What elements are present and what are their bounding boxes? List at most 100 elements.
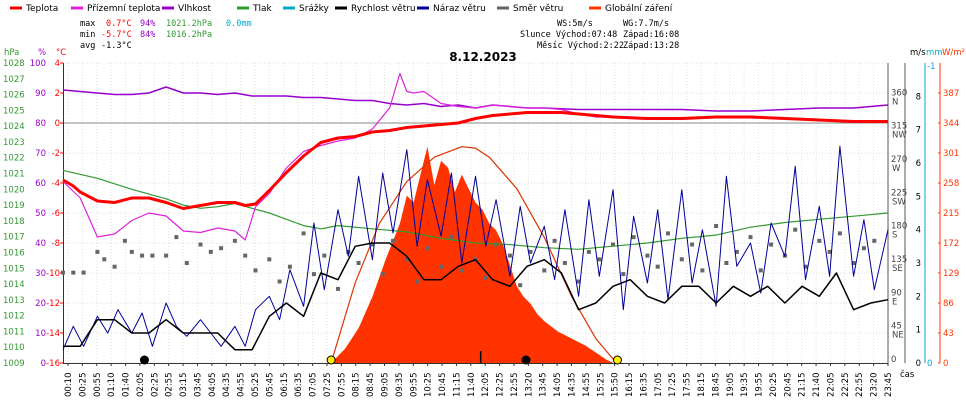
axes: hPa% °C m/s mm W/m²1009101010111012101310141… [3, 48, 965, 397]
wind-direction-point [301, 231, 306, 236]
max-press: 1021.2hPa [166, 19, 212, 29]
wm2-tick: 86 [943, 299, 954, 309]
wind-direction-point [243, 253, 248, 258]
c-tick: -2 [52, 149, 60, 159]
wind-direction-point [700, 268, 705, 273]
time-tick: 13:20 [524, 373, 534, 398]
time-tick: 11:15 [452, 373, 462, 398]
legend-label: Náraz větru [433, 4, 486, 14]
hpa-tick: 1023 [3, 138, 25, 148]
pct-tick: 20 [35, 299, 46, 309]
dir-tick: 45 [891, 322, 902, 332]
wind-direction-point [734, 249, 739, 254]
hpa-tick: 1016 [3, 248, 25, 258]
dir-tick: 0 [891, 355, 896, 365]
wg-text: WG:7.7m/s [623, 19, 669, 29]
wm2-tick: 258 [943, 179, 959, 189]
wm2-tick: 301 [943, 149, 959, 159]
min-press: 1016.2hPa [166, 30, 212, 40]
c-tick: 0 [55, 119, 60, 129]
wind-direction-point [404, 257, 409, 262]
wind-direction-point [150, 253, 155, 258]
time-tick: 02:25 [150, 373, 160, 398]
sunset-marker [612, 355, 622, 365]
temperature-line [62, 111, 888, 210]
wind-direction-point [277, 279, 282, 284]
wind-direction-point [174, 235, 179, 240]
time-tick: 12:55 [510, 373, 520, 398]
time-tick: 03:45 [193, 373, 203, 398]
time-tick: 00:10 [64, 373, 74, 398]
hpa-tick: 1028 [3, 59, 25, 69]
wind-direction-point [817, 238, 822, 243]
time-tick: 06:15 [280, 373, 290, 398]
wind-direction-point [542, 268, 547, 273]
wind-direction-point [724, 261, 729, 265]
time-tick: 14:35 [568, 373, 578, 398]
dir-tick: 180 [891, 222, 907, 232]
wm2-tick: 172 [943, 239, 959, 249]
dir-tick-label: NE [892, 331, 904, 341]
time-tick: 02:05 [136, 373, 146, 398]
time-tick: 04:35 [222, 373, 232, 398]
wind-direction-point [631, 235, 636, 240]
wind-direction-point [562, 261, 567, 265]
wind-direction-point [837, 231, 842, 236]
legend-label: Směr větru [513, 4, 563, 14]
wind-direction-point [872, 238, 877, 243]
time-tick: 10:25 [424, 373, 434, 398]
wind-direction-point [198, 242, 203, 247]
hpa-tick: 1015 [3, 264, 25, 274]
avg-temp: -1.3°C [101, 41, 132, 51]
hpa-tick: 1018 [3, 217, 25, 227]
time-tick: 07:25 [323, 373, 333, 398]
wind-direction-point [184, 261, 189, 265]
wind-direction-point [459, 268, 464, 273]
hpa-tick: 1019 [3, 201, 25, 211]
time-tick: 18:45 [711, 373, 721, 398]
time-tick: 14:55 [582, 373, 592, 398]
legend-label: Srážky [299, 4, 330, 14]
hpa-tick: 1013 [3, 296, 25, 306]
plot-area [61, 72, 889, 365]
wind-direction-point [439, 264, 444, 269]
legend-label: Globální záření [605, 4, 673, 14]
wm2-axis-label: W/m² [942, 48, 965, 58]
hpa-tick: 1027 [3, 75, 25, 85]
pct-tick: 100 [30, 59, 46, 69]
wind-direction-point [311, 272, 316, 277]
wm2-tick: 215 [943, 209, 959, 219]
dir-tick: 90 [891, 288, 902, 298]
dir-tick-label: SE [892, 264, 903, 274]
time-tick: 07:55 [337, 373, 347, 398]
wind-direction-point [827, 249, 832, 254]
time-tick: 17:55 [683, 373, 693, 398]
sun-set-text: Západ:16:08 [623, 30, 679, 40]
time-tick: 09:05 [380, 373, 390, 398]
time-tick: 18:15 [697, 373, 707, 398]
max-temp: 0.7°C [106, 19, 132, 29]
c-tick: -10 [46, 269, 60, 279]
mm-tick: -1 [927, 62, 935, 72]
ws-text: WS:5m/s [557, 19, 593, 29]
time-tick: 21:15 [798, 373, 808, 398]
wind-direction-point [391, 238, 395, 243]
time-tick: 12:25 [496, 373, 506, 398]
min-temp: -5.7°C [101, 30, 132, 40]
wind-direction-point [129, 249, 134, 254]
wind-direction-point [346, 249, 351, 254]
time-tick: 23:45 [884, 373, 894, 398]
hpa-axis-label: hPa [4, 48, 19, 58]
wind-direction-point [586, 249, 591, 254]
wind-direction-point [164, 253, 169, 258]
wind-direction-point [380, 272, 385, 277]
time-tick: 09:55 [409, 373, 419, 398]
wind-direction-point [714, 224, 719, 228]
wind-direction-point [861, 246, 866, 251]
wind-direction-point [95, 249, 100, 254]
ms-tick: 2 [916, 292, 921, 302]
dir-tick-label: SW [892, 197, 906, 207]
ms-tick: 1 [916, 326, 921, 336]
max-hum: 94% [140, 19, 155, 29]
wind-direction-point [122, 238, 127, 243]
